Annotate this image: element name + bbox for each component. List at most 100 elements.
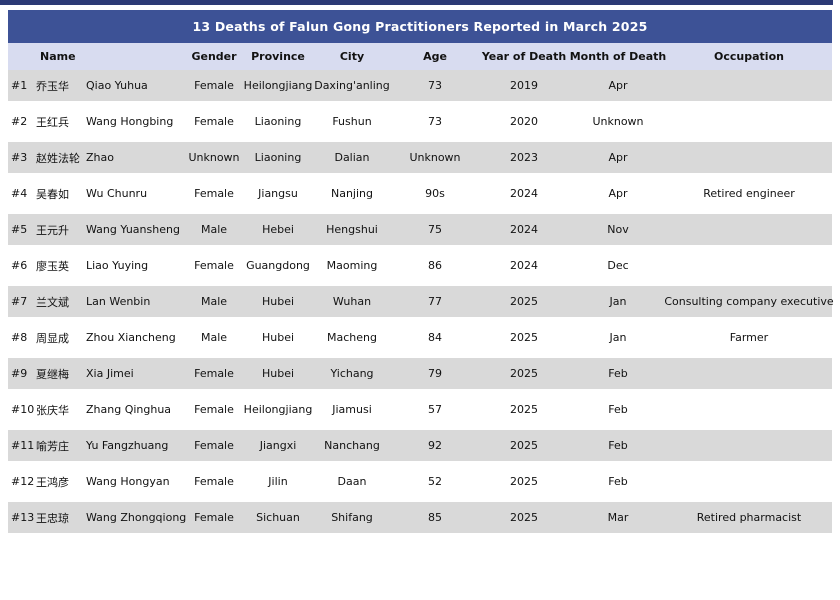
cell-year-of-death: 2020: [510, 115, 538, 128]
cell-row-number: #7: [11, 295, 28, 308]
cell-occupation: Retired pharmacist: [696, 511, 802, 524]
table-row: #3 赵姓法轮 Zhao Unknown Liaoning Dalian Unknown 20…: [8, 142, 832, 178]
name-pinyin: Wang Hongbing: [86, 115, 174, 128]
name-pinyin: Liao Yuying: [86, 259, 149, 272]
cell-gender: Male: [200, 331, 228, 344]
cell-age: 57: [428, 403, 442, 416]
cell-age: 92: [428, 439, 442, 452]
cell-age: 84: [428, 331, 442, 344]
cell-gender: Unknown: [188, 151, 240, 164]
cell-row-number: #13: [11, 511, 35, 524]
cell-gender: Female: [194, 187, 234, 200]
cell-year-of-death: 2025: [510, 439, 538, 452]
cell-row-number: #8: [11, 331, 28, 344]
cell-row-number: #11: [11, 439, 35, 452]
cell-gender: Female: [194, 403, 234, 416]
top-border-strip: [0, 0, 833, 5]
cell-city: Yichang: [330, 367, 374, 380]
cell-city: Maoming: [326, 259, 378, 272]
cell-gender: Female: [194, 115, 234, 128]
name-pinyin: Wang Yuansheng: [86, 223, 180, 236]
name-chinese: 乔玉华: [36, 79, 69, 93]
cell-month-of-death: Apr: [608, 151, 628, 164]
cell-month-of-death: Feb: [608, 475, 628, 488]
cell-year-of-death: 2025: [510, 475, 538, 488]
table-row: #11 喻芳庄 Yu Fangzhuang Female Jiangxi Nanchang…: [8, 430, 832, 466]
cell-city: Daxing'anling: [314, 79, 390, 92]
cell-row-number: #2: [11, 115, 28, 128]
cell-name: 王红兵 Wang Hongbing: [34, 114, 184, 130]
cell-month-of-death: Apr: [608, 79, 628, 92]
name-chinese: 兰文斌: [36, 295, 69, 309]
cell-name: 张庆华 Zhang Qinghua: [34, 402, 184, 418]
name-chinese: 吴春如: [36, 187, 69, 201]
cell-month-of-death: Feb: [608, 403, 628, 416]
cell-city: Macheng: [327, 331, 377, 344]
column-header-month-of-death: Month of Death: [569, 50, 667, 63]
table-row: #7 兰文斌 Lan Wenbin Male Hubei Wuhan 77 2025 Jan Co…: [8, 286, 834, 322]
cell-city: Dalian: [334, 151, 370, 164]
table-row: #5 王元升 Wang Yuansheng Male Hebei Hengshui 75 20…: [8, 214, 832, 250]
cell-age: Unknown: [409, 151, 461, 164]
cell-province: Sichuan: [256, 511, 300, 524]
cell-gender: Male: [200, 295, 228, 308]
column-header-city: City: [339, 50, 365, 63]
cell-age: 77: [428, 295, 442, 308]
cell-age: 73: [428, 79, 442, 92]
cell-name: 廖玉英 Liao Yuying: [34, 258, 184, 274]
cell-gender: Female: [194, 367, 234, 380]
cell-row-number: #10: [11, 403, 35, 416]
name-pinyin: Xia Jimei: [86, 367, 134, 380]
cell-city: Shifang: [331, 511, 373, 524]
table-row: #6 廖玉英 Liao Yuying Female Guangdong Maoming 86…: [8, 250, 832, 286]
cell-age: 52: [428, 475, 442, 488]
column-header-name: Name: [40, 50, 76, 63]
name-chinese: 张庆华: [36, 403, 69, 417]
cell-name: 赵姓法轮 Zhao: [34, 150, 184, 166]
table-header-row: Name Gender Province City Age Year of Death Mo…: [8, 43, 832, 70]
name-chinese: 王元升: [36, 223, 69, 237]
cell-province: Liaoning: [254, 115, 302, 128]
cell-city: Jiamusi: [332, 403, 372, 416]
cell-month-of-death: Jan: [609, 331, 627, 344]
cell-province: Hubei: [261, 331, 295, 344]
name-chinese: 夏继梅: [36, 367, 69, 381]
name-chinese: 王忠琼: [36, 511, 69, 525]
cell-year-of-death: 2023: [510, 151, 538, 164]
cell-name: 吴春如 Wu Chunru: [34, 186, 184, 202]
cell-province: Jiangxi: [259, 439, 297, 452]
cell-age: 85: [428, 511, 442, 524]
cell-occupation: Consulting company executive: [664, 295, 834, 308]
table-row: #4 吴春如 Wu Chunru Female Jiangsu Nanjing 90s 202…: [8, 178, 832, 214]
table-title-bar: 13 Deaths of Falun Gong Practitioners Re…: [8, 10, 832, 43]
cell-gender: Female: [194, 79, 234, 92]
cell-year-of-death: 2019: [510, 79, 538, 92]
cell-name: 兰文斌 Lan Wenbin: [34, 294, 184, 310]
cell-month-of-death: Mar: [607, 511, 629, 524]
cell-province: Heilongjiang: [243, 79, 313, 92]
column-header-age: Age: [423, 50, 447, 63]
cell-name: 王鸿彦 Wang Hongyan: [34, 474, 184, 490]
table-row: #10 张庆华 Zhang Qinghua Female Heilongjiang Jia…: [8, 394, 832, 430]
name-pinyin: Zhao: [86, 151, 114, 164]
cell-month-of-death: Nov: [607, 223, 629, 236]
cell-gender: Female: [194, 439, 234, 452]
cell-age: 75: [428, 223, 442, 236]
table-row: #2 王红兵 Wang Hongbing Female Liaoning Fushun 73…: [8, 106, 832, 142]
cell-occupation: Farmer: [729, 331, 769, 344]
cell-month-of-death: Jan: [609, 295, 627, 308]
cell-year-of-death: 2025: [510, 367, 538, 380]
cell-city: Daan: [337, 475, 367, 488]
cell-city: Nanchang: [324, 439, 380, 452]
cell-month-of-death: Feb: [608, 367, 628, 380]
cell-row-number: #5: [11, 223, 28, 236]
cell-name: 王忠琼 Wang Zhongqiong: [34, 510, 186, 526]
cell-age: 90s: [425, 187, 445, 200]
cell-year-of-death: 2025: [510, 403, 538, 416]
cell-city: Fushun: [332, 115, 372, 128]
name-chinese: 周显成: [36, 331, 69, 345]
cell-city: Nanjing: [330, 187, 373, 200]
table-row: #9 夏继梅 Xia Jimei Female Hubei Yichang 79 2025 Fe…: [8, 358, 832, 394]
name-chinese: 赵姓法轮: [36, 151, 80, 165]
column-header-year-of-death: Year of Death: [481, 50, 567, 63]
